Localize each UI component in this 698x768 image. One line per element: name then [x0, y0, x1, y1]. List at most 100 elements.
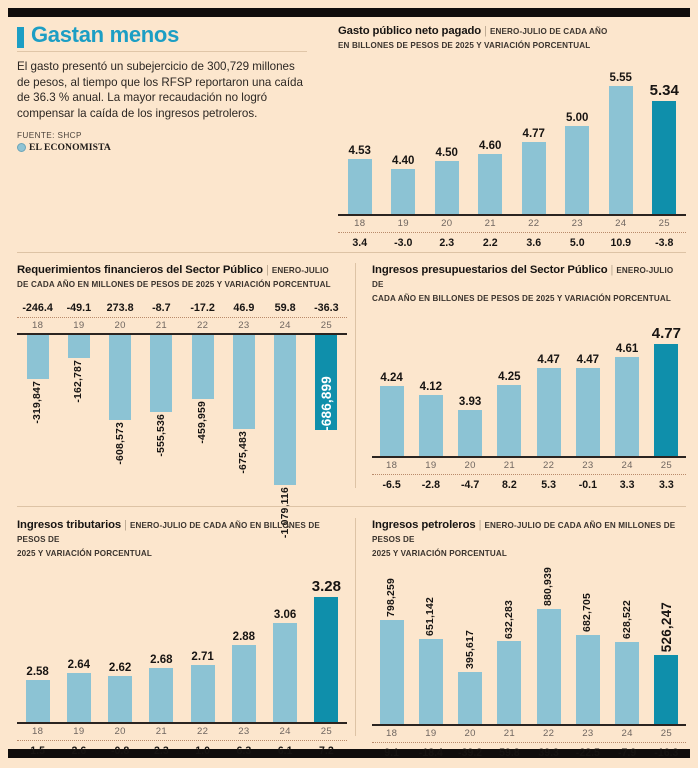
- chart-axis: [17, 333, 347, 335]
- year-label: 19: [73, 726, 85, 737]
- bar-column: 628,522: [608, 564, 647, 724]
- pct-label: -3.0: [394, 237, 413, 249]
- chart-title: Ingresos tributarios: [17, 519, 122, 531]
- bar-column: 4.47: [529, 309, 568, 456]
- section-divider-1: [17, 252, 686, 253]
- bar: [391, 168, 416, 214]
- bar-value-label: -319,847: [32, 381, 44, 425]
- bar-value-label: -686,899: [318, 375, 334, 431]
- panel-divider-vertical-2: [355, 518, 356, 736]
- pct-label: 3.4: [352, 237, 368, 249]
- pct-label: 5.3: [541, 479, 556, 491]
- bar: [434, 161, 459, 214]
- panel-divider-vertical-1: [355, 263, 356, 488]
- bar: [314, 597, 339, 722]
- pct-label: 3.3: [619, 479, 635, 491]
- bar-value-label: 4.47: [537, 353, 560, 366]
- chart-header: Ingresos presupuestarios del Sector Públ…: [372, 263, 686, 305]
- pct-label: 7.2: [319, 745, 334, 757]
- bar-value-label: 4.50: [435, 147, 458, 160]
- accent-tick-icon: [17, 27, 24, 48]
- bar-column: 798,259: [372, 564, 411, 724]
- bar-column: 2.64: [58, 564, 99, 722]
- year-label: 21: [155, 726, 168, 737]
- year-label: 24: [279, 726, 291, 737]
- bar-column: 4.50: [425, 56, 469, 214]
- bar-value-label: 395,617: [464, 630, 476, 670]
- bar-column: -686,899: [306, 335, 347, 431]
- bar: [458, 409, 483, 456]
- chart-plot-area: 4.24 4.12 3.93 4.25 4.47 4.47 4.61 4.77: [372, 309, 686, 456]
- chart-subtitle-2: 2025 Y VARIACIÓN PORCENTUAL: [372, 549, 507, 558]
- bar: [67, 335, 90, 358]
- year-label: 23: [571, 218, 583, 229]
- pct-label: 1.0: [195, 745, 210, 757]
- chart-axis: [338, 214, 686, 216]
- chart-pct-labels: 3.4 -3.0 2.3 2.2 3.6 5.0 10.9 -3.8: [338, 233, 686, 249]
- pct-label: 59.8: [274, 302, 296, 314]
- year-label: 22: [196, 726, 209, 737]
- chart-year-labels: 18 19 20 21 22 23 24 25: [17, 318, 347, 331]
- bar: [418, 394, 443, 456]
- bar: [26, 335, 49, 380]
- headline-block: Gastan menos El gasto presentó un subeje…: [17, 24, 322, 153]
- chart-pct-labels: -246.4 -49.1 273.8 -8.7 -17.2 46.9 59.8 -36.3: [17, 293, 347, 314]
- year-label: 18: [385, 728, 398, 739]
- year-label: 19: [397, 218, 409, 229]
- bar-value-label: 3.93: [458, 395, 482, 408]
- bar-column: 632,283: [490, 564, 529, 724]
- bar-value-label: 4.47: [576, 353, 600, 366]
- pct-label: 1.5: [30, 745, 45, 757]
- year-label: 21: [503, 460, 516, 471]
- bar: [231, 644, 256, 722]
- logo: EL ECONOMISTA: [17, 142, 322, 153]
- pct-label: -0.8: [110, 745, 130, 757]
- chart-header: Ingresos tributarios | ENERO-JULIO DE CADA…: [17, 518, 347, 560]
- chart-year-labels: 18 19 20 21 22 23 24 25: [372, 458, 686, 471]
- bar-value-label: 798,259: [386, 577, 398, 617]
- bar: [654, 655, 679, 724]
- bar-column: 880,939: [529, 564, 568, 724]
- bar-value-label: 4.77: [522, 128, 545, 141]
- bar-column: 2.71: [182, 564, 223, 722]
- bar-column: 4.61: [608, 309, 647, 456]
- pct-label: -39.2: [458, 747, 483, 759]
- chart-header: Ingresos petroleros | ENERO-JULIO DE CADA …: [372, 518, 686, 560]
- chart-plot-area: 4.53 4.40 4.50 4.60 4.77 5.00 5.55 5.34: [338, 56, 686, 214]
- bar-column: 4.25: [490, 309, 529, 456]
- bar-column: 5.00: [556, 56, 600, 214]
- chart-subtitle: ENERO-JULIO DE CADA AÑO EN MILLONES DE P…: [372, 521, 676, 544]
- bar-column: 5.55: [599, 56, 643, 214]
- bar-value-label: 4.24: [380, 371, 403, 384]
- chart-title: Requerimientos financieros del Sector Pú…: [17, 264, 263, 276]
- bar-value-label: 2.71: [191, 650, 214, 663]
- pct-label: 5.0: [569, 237, 585, 249]
- bar-value-label: 4.60: [479, 140, 502, 153]
- pct-label: -6.5: [382, 479, 401, 491]
- bar-value-label: 3.28: [311, 578, 341, 595]
- bar-column: 526,247: [647, 564, 686, 724]
- headline-underline: [17, 51, 307, 52]
- pct-label: 59.8: [499, 747, 520, 759]
- year-label: 25: [658, 218, 670, 229]
- chart-dotted-divider: [372, 742, 686, 743]
- bar-value-label: -608,573: [114, 421, 126, 465]
- chart-dotted-divider: [338, 232, 686, 233]
- pct-label: -0.1: [578, 479, 597, 491]
- bar: [575, 634, 600, 724]
- bar-value-label: 526,247: [658, 602, 674, 653]
- bar-column: 4.60: [469, 56, 513, 214]
- chart-pct-labels: 1.5 2.6 -0.8 2.3 1.0 6.3 6.1 7.2: [17, 741, 347, 757]
- bar-column: 2.58: [17, 564, 58, 722]
- bar-column: 4.77: [512, 56, 556, 214]
- bar: [347, 159, 372, 214]
- year-label: 23: [238, 726, 250, 737]
- pct-label: -8.7: [152, 302, 171, 314]
- year-label: 19: [73, 320, 85, 331]
- bar-column: 2.62: [100, 564, 141, 722]
- logo-text: EL ECONOMISTA: [29, 142, 111, 154]
- bar-column: 4.24: [372, 309, 411, 456]
- bar-column: 2.88: [223, 564, 264, 722]
- bar: [497, 641, 522, 724]
- bar-column: 2.68: [141, 564, 182, 722]
